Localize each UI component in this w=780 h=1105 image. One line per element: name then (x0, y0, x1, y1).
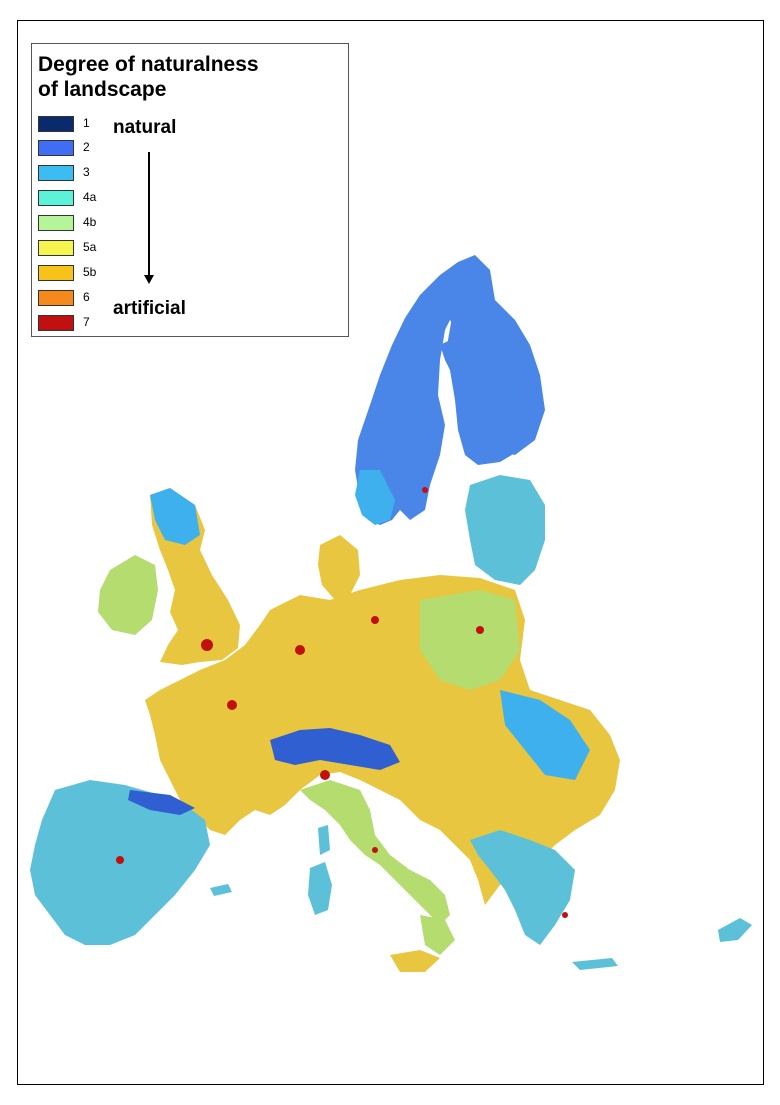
urban-hotspot-berlin (371, 616, 379, 624)
legend-title: Degree of naturalness of landscape (38, 52, 338, 102)
legend-swatch-2 (38, 140, 74, 156)
balearic-islands-landmass (210, 884, 232, 896)
legend-label-2: 2 (83, 140, 90, 154)
pyrenees-region (128, 790, 195, 815)
urban-hotspot-madrid (116, 856, 124, 864)
norway-coast-region (355, 470, 395, 525)
italy-south-landmass (420, 915, 455, 955)
legend-label-6: 6 (83, 290, 90, 304)
gradient-arrow-line (148, 152, 150, 276)
legend-box: Degree of naturalness of landscape 1 2 3… (31, 43, 349, 337)
urban-hotspot-london (201, 639, 213, 651)
eastern-europe-mixed-region (420, 590, 520, 690)
legend-label-4b: 4b (83, 215, 97, 229)
urban-hotspot-rome (372, 847, 378, 853)
legend-swatch-4b (38, 215, 74, 231)
urban-hotspot-paris (227, 700, 237, 710)
cyprus-landmass (718, 918, 752, 942)
carpathian-region (500, 690, 590, 780)
legend-label-1: 1 (83, 116, 90, 130)
legend-swatch-5a (38, 240, 74, 256)
artificial-label: artificial (113, 298, 186, 319)
denmark-landmass (318, 535, 360, 600)
baltic-states-landmass (465, 475, 545, 585)
legend-title-line1: Degree of naturalness (38, 53, 259, 76)
legend-label-5b: 5b (83, 265, 97, 279)
legend-label-5a: 5a (83, 240, 97, 254)
urban-areas (116, 487, 568, 918)
legend-title-line2: of landscape (38, 78, 167, 101)
legend-label-4a: 4a (83, 190, 97, 204)
urban-hotspot-milan (320, 770, 330, 780)
urban-hotspot-stockholm (422, 487, 428, 493)
finland-landmass (448, 290, 530, 465)
legend-swatch-3 (38, 165, 74, 181)
sicily-landmass (390, 950, 440, 972)
legend-label-3: 3 (83, 165, 90, 179)
urban-hotspot-athens (562, 912, 568, 918)
alps-mountain-region (270, 728, 400, 770)
legend-swatch-4a (38, 190, 74, 206)
corsica-landmass (318, 825, 330, 855)
balkans-landmass (470, 830, 575, 945)
crete-landmass (572, 958, 618, 970)
legend-swatch-1 (38, 116, 74, 132)
natural-label: natural (113, 117, 177, 138)
legend-label-7: 7 (83, 315, 90, 329)
urban-hotspot-ruhr (295, 645, 305, 655)
sardinia-landmass (308, 862, 332, 915)
urban-hotspot-warsaw (476, 626, 484, 634)
legend-swatch-6 (38, 290, 74, 306)
legend-swatch-5b (38, 265, 74, 281)
scotland-highlands-region (150, 488, 200, 545)
gradient-arrow-head-icon (144, 275, 154, 284)
ireland-landmass (98, 555, 158, 635)
legend-swatch-7 (38, 315, 74, 331)
